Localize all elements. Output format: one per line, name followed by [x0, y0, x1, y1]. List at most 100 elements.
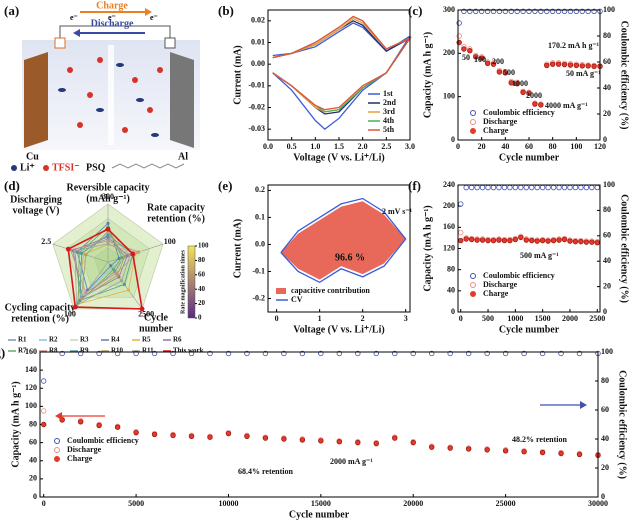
- annotation: 1000: [512, 79, 528, 88]
- point: [539, 184, 546, 191]
- point: [281, 350, 287, 357]
- radar-point: [106, 233, 110, 237]
- anode: [24, 52, 48, 148]
- y-tick-label: 0: [451, 307, 455, 316]
- legend-label: Discharge: [67, 445, 102, 454]
- legend-label: 5th: [383, 125, 395, 134]
- annotation: 96.6 %: [335, 252, 365, 263]
- legend-label: R5: [142, 336, 151, 344]
- point: [490, 8, 497, 14]
- point: [225, 430, 232, 437]
- annotation: 2000: [526, 91, 542, 100]
- arrow-head: [55, 412, 62, 420]
- x-tick-label: 500: [482, 314, 494, 323]
- anion: [151, 133, 159, 137]
- y-tick-label: 20: [29, 474, 37, 483]
- y2-tick-label: 60: [601, 405, 609, 414]
- point: [579, 8, 585, 14]
- x-tick-label: 5000: [128, 499, 144, 508]
- point: [478, 55, 485, 61]
- point: [474, 184, 480, 191]
- point: [496, 69, 503, 75]
- point: [561, 61, 568, 68]
- radar-axis-label: retention (%): [147, 213, 205, 224]
- psq-label: PSQ: [86, 162, 106, 173]
- annotation: 48.2% retention: [512, 435, 568, 444]
- point: [558, 450, 564, 457]
- y2-tick-label: 80: [601, 376, 609, 385]
- plot-frame: [457, 184, 601, 313]
- x-tick-label: 2.5: [381, 142, 391, 151]
- y-tick-label: -0.1: [252, 266, 265, 275]
- point: [496, 237, 502, 243]
- panel-label: (g): [0, 345, 5, 360]
- legend-label: Charge: [483, 289, 509, 298]
- point: [561, 236, 568, 243]
- point: [463, 184, 469, 191]
- y2-tick-label: 20: [603, 109, 611, 118]
- point: [567, 62, 574, 68]
- point: [59, 350, 65, 357]
- point: [429, 350, 435, 357]
- y2-axis-label: Coulombic efficiency (%): [617, 370, 628, 479]
- legend-label: R9: [80, 347, 89, 355]
- point: [502, 8, 509, 14]
- point: [465, 446, 472, 452]
- y-tick-label: 200: [443, 48, 455, 57]
- point: [77, 419, 84, 425]
- point: [567, 238, 573, 244]
- point: [467, 8, 473, 14]
- area: [280, 201, 406, 280]
- point: [133, 350, 139, 357]
- point: [114, 424, 121, 430]
- y2-tick-label: 100: [601, 347, 613, 356]
- x-tick-label: 120: [594, 142, 606, 151]
- y-tick-label: 240: [443, 180, 455, 189]
- point: [490, 184, 497, 191]
- y2-tick-label: 40: [603, 256, 611, 265]
- y-tick-label: -0.03: [248, 124, 265, 133]
- x-tick-label: 15000: [311, 499, 331, 508]
- radar-axis-label: Rate capacity: [147, 202, 205, 213]
- legend-label: Discharge: [483, 117, 518, 126]
- point: [521, 350, 527, 357]
- point: [456, 33, 462, 39]
- point: [514, 8, 520, 14]
- x-tick-label: 0.5: [287, 142, 297, 151]
- radar-axis-label: (mAh g⁻¹): [86, 193, 130, 204]
- legend-label: R1: [18, 336, 27, 344]
- x-tick-label: 80: [549, 142, 557, 151]
- point: [318, 438, 324, 444]
- y-tick-label: -0.2: [252, 293, 265, 302]
- y-tick-label: 0: [451, 135, 455, 144]
- anions: [58, 63, 159, 137]
- legend-label: 1st: [383, 89, 393, 98]
- point: [544, 62, 550, 69]
- y-tick-label: 100: [443, 91, 455, 100]
- point: [336, 350, 343, 357]
- radar-point: [136, 250, 140, 254]
- point: [529, 184, 535, 191]
- point: [550, 237, 557, 244]
- colorbar-tick-label: 20: [198, 299, 206, 307]
- point: [170, 432, 176, 439]
- charge-label: Charge: [96, 0, 128, 11]
- point: [461, 46, 467, 52]
- annotation: 2 mV s⁻¹: [382, 207, 413, 216]
- radar-point: [106, 239, 110, 243]
- x-tick-label: 25000: [496, 499, 516, 508]
- x-tick-label: 2: [361, 314, 365, 323]
- point: [556, 184, 562, 191]
- point: [539, 449, 546, 456]
- point: [188, 433, 195, 439]
- x-tick-label: 1.0: [310, 142, 320, 151]
- point: [373, 440, 379, 447]
- radar-point: [139, 306, 145, 312]
- point: [170, 350, 176, 357]
- legend-label: capacitive contribution: [291, 286, 370, 295]
- point: [567, 8, 574, 14]
- annotation: 500: [503, 68, 515, 77]
- ion: [67, 67, 73, 73]
- y-tick-label: 0.00: [251, 59, 265, 68]
- y-tick-label: 160: [443, 222, 455, 231]
